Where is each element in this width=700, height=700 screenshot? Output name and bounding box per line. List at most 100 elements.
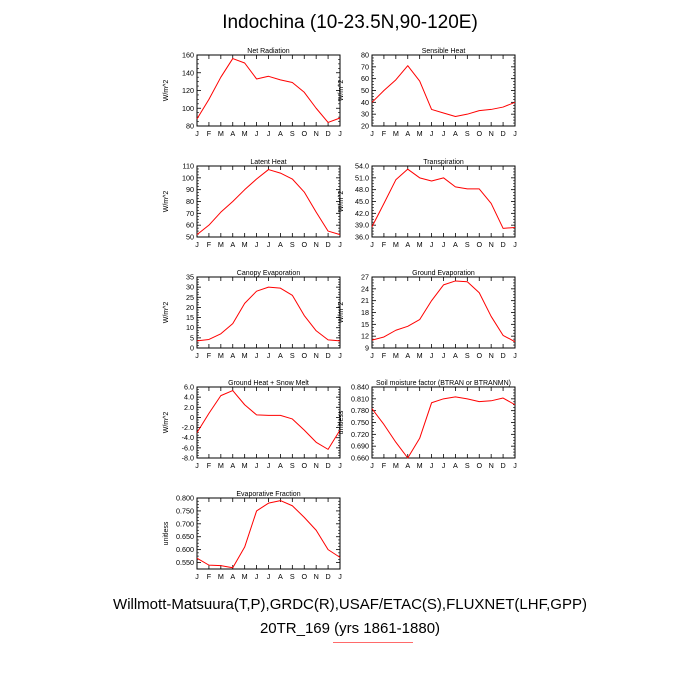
x-tick-label: J [370, 240, 374, 249]
y-tick-label: 4.0 [184, 393, 194, 402]
y-tick-label: 0.810 [351, 394, 369, 403]
y-tick-label: -4.0 [182, 433, 194, 442]
x-tick-label: J [338, 461, 342, 470]
x-tick-label: A [405, 461, 410, 470]
y-tick-label: 50 [186, 233, 194, 242]
x-tick-label: D [325, 240, 330, 249]
x-tick-label: J [442, 351, 446, 360]
y-tick-label: 27 [361, 273, 369, 282]
x-tick-label: N [489, 461, 494, 470]
y-tick-label: 24 [361, 284, 369, 293]
x-tick-label: F [382, 129, 387, 138]
y-axis-label: unitless [163, 521, 170, 545]
x-tick-label: M [417, 351, 423, 360]
y-tick-label: 21 [361, 296, 369, 305]
y-tick-label: 80 [361, 51, 369, 60]
x-tick-label: S [290, 129, 295, 138]
y-tick-label: 20 [186, 303, 194, 312]
y-tick-label: -2.0 [182, 423, 194, 432]
x-tick-label: J [255, 129, 259, 138]
y-tick-label: 0.650 [176, 532, 194, 541]
panel-title: Canopy Evaporation [237, 270, 301, 277]
x-tick-label: N [314, 240, 319, 249]
x-tick-label: O [301, 351, 307, 360]
y-tick-label: 15 [361, 320, 369, 329]
y-tick-label: 0.750 [351, 418, 369, 427]
x-tick-label: A [230, 572, 235, 581]
x-tick-label: S [290, 351, 295, 360]
x-tick-label: F [207, 240, 212, 249]
x-tick-label: M [218, 129, 224, 138]
y-tick-label: 60 [361, 74, 369, 83]
x-tick-label: D [325, 572, 330, 581]
x-tick-label: D [500, 240, 505, 249]
x-tick-label: M [417, 461, 423, 470]
x-tick-label: D [500, 351, 505, 360]
y-tick-label: 50 [361, 86, 369, 95]
y-tick-label: 0.780 [351, 406, 369, 415]
x-tick-label: F [207, 129, 212, 138]
y-tick-label: 160 [182, 51, 194, 60]
x-tick-label: F [207, 351, 212, 360]
x-tick-label: O [476, 240, 482, 249]
y-tick-label: 2.0 [184, 403, 194, 412]
x-tick-label: J [338, 351, 342, 360]
y-axis-label: W/m^2 [338, 80, 345, 102]
x-tick-label: J [442, 240, 446, 249]
panel-title: Sensible Heat [422, 48, 466, 55]
x-tick-label: M [393, 351, 399, 360]
y-tick-label: 100 [182, 104, 194, 113]
y-tick-label: 0.800 [176, 494, 194, 503]
y-tick-label: 120 [182, 86, 194, 95]
x-tick-label: A [278, 240, 283, 249]
panel-title: Ground Evaporation [412, 270, 475, 277]
series-line [196, 500, 341, 569]
y-axis-label: W/m^2 [338, 191, 345, 213]
x-tick-label: O [476, 129, 482, 138]
x-tick-label: J [255, 240, 259, 249]
y-axis-label: unitless [338, 410, 345, 434]
y-tick-label: 30 [186, 283, 194, 292]
x-tick-label: N [314, 461, 319, 470]
x-tick-label: J [267, 351, 271, 360]
y-tick-label: 80 [186, 122, 194, 131]
y-tick-label: 5 [190, 333, 194, 342]
chart-evaporative-fraction: Evaporative Fraction unitless 0.550 0.600 0.… [163, 491, 342, 581]
y-axis-label: W/m^2 [163, 412, 170, 434]
case-name-caption: 20TR_169 (yrs 1861-1880) [259, 620, 441, 637]
y-tick-label: 0.600 [176, 545, 194, 554]
x-tick-label: J [195, 351, 199, 360]
y-tick-label: 36.0 [355, 233, 369, 242]
y-tick-label: 60 [186, 221, 194, 230]
y-tick-label: 0.750 [176, 506, 194, 515]
x-tick-label: A [453, 461, 458, 470]
x-tick-label: J [513, 351, 517, 360]
x-tick-label: N [489, 351, 494, 360]
y-tick-label: 20 [361, 122, 369, 131]
x-tick-label: O [301, 129, 307, 138]
y-tick-label: 15 [186, 313, 194, 322]
x-tick-label: O [301, 572, 307, 581]
y-tick-label: 70 [186, 209, 194, 218]
y-tick-label: -6.0 [182, 443, 194, 452]
x-tick-label: D [325, 351, 330, 360]
x-tick-label: J [513, 461, 517, 470]
panel-title: Evaporative Fraction [236, 491, 300, 498]
y-tick-label: 90 [186, 185, 194, 194]
x-tick-label: F [207, 572, 212, 581]
x-tick-label: J [338, 240, 342, 249]
chart-transpiration: Transpiration W/m^2 36.0 39.0 42.0 45.0 48.0 51… [338, 159, 517, 249]
x-tick-label: J [338, 572, 342, 581]
x-tick-label: J [195, 572, 199, 581]
y-tick-label: 39.0 [355, 221, 369, 230]
y-tick-label: 100 [182, 173, 194, 182]
data-sources-caption: Willmott-Matsuura(T,P),GRDC(R),USAF/ETAC… [113, 596, 587, 613]
y-tick-label: 18 [361, 308, 369, 317]
x-tick-label: A [278, 461, 283, 470]
y-tick-label: 45.0 [355, 197, 369, 206]
x-tick-label: O [301, 240, 307, 249]
x-tick-label: D [325, 461, 330, 470]
x-tick-label: J [430, 240, 434, 249]
x-tick-label: A [278, 129, 283, 138]
